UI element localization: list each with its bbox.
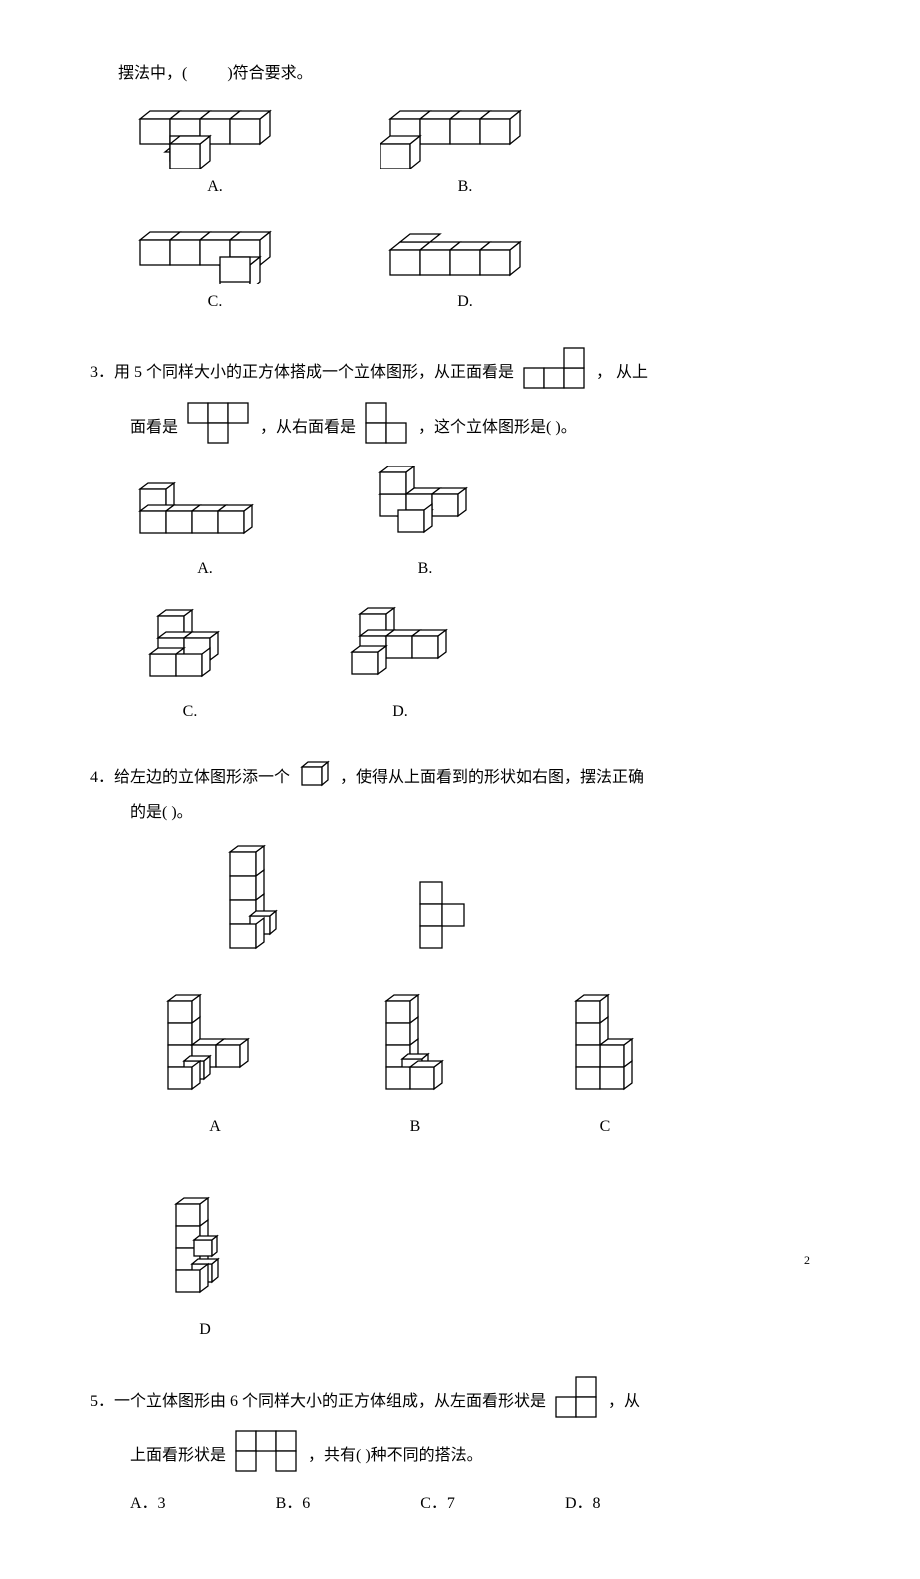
q4-num: 4． [90, 769, 114, 786]
q3-option-c: C. [130, 604, 250, 727]
q2-options-row1: A. B. [130, 99, 830, 212]
q3-optA-label: A. [197, 555, 213, 584]
cube-figure-icon [130, 604, 250, 694]
q5-num: 5． [90, 1393, 114, 1410]
q2-optB-label: B. [458, 173, 473, 202]
q2-suffix: )符合要求。 [227, 65, 312, 82]
q4-text1: 给左边的立体图形添一个 [114, 769, 290, 786]
q5-text2: ，从 [608, 1393, 640, 1410]
cube-figure-icon [130, 99, 300, 169]
question-5: 5．一个立体图形由 6 个同样大小的正方体组成，从左面看形状是 ，从 上面看形状… [90, 1375, 830, 1519]
cube-figure-icon [130, 222, 300, 284]
q5-options: A．3 B．6 C．7 D．8 [130, 1490, 830, 1519]
top-view-icon [234, 1429, 300, 1484]
question-3: 3．用 5 个同样大小的正方体搭成一个立体图形，从正面看是 ， 从上 面看是 ，… [90, 346, 830, 736]
q4-given-row [210, 838, 830, 979]
question-2-cont: 摆法中，( )符合要求。 A. [90, 60, 830, 326]
q3-text1: 用 5 个同样大小的正方体搭成一个立体图形，从正面看是 [114, 364, 514, 381]
q3-num: 3． [90, 364, 114, 381]
q4-option-b: B [360, 989, 470, 1142]
q3-text3: 面看是 [130, 419, 178, 436]
q3-options-row1: A. B. [130, 466, 830, 594]
right-view-icon [364, 401, 410, 456]
cube-figure-icon [360, 466, 490, 551]
front-view-icon [522, 346, 588, 401]
q3-optB-label: B. [418, 555, 433, 584]
q4-option-d: D [150, 1192, 260, 1345]
q4-optB-label: B [410, 1113, 421, 1142]
q5-optC: C．7 [420, 1490, 455, 1519]
q5-optB: B．6 [276, 1490, 311, 1519]
q3-option-a: A. [130, 471, 280, 584]
q3-option-b: B. [360, 466, 490, 584]
q3-text4: ，从右面看是 [260, 419, 356, 436]
q5-optA: A．3 [130, 1490, 166, 1519]
q3-optD-label: D. [392, 698, 408, 727]
cube-figure-icon [380, 99, 550, 169]
q3-optC-label: C. [183, 698, 198, 727]
q5-text3: 上面看形状是 [130, 1447, 226, 1464]
left-view-icon [554, 1375, 600, 1430]
q4-optA-label: A [209, 1113, 221, 1142]
q2-option-d: D. [380, 222, 550, 317]
q5-text1: 一个立体图形由 6 个同样大小的正方体组成，从左面看形状是 [114, 1393, 546, 1410]
cube-figure-icon [550, 989, 660, 1109]
q3-option-d: D. [330, 604, 470, 727]
q2-options-row2: C. D. [130, 222, 830, 327]
cube-figure-icon [380, 222, 550, 284]
cube-figure-icon [150, 1192, 260, 1312]
q2-optA-label: A. [207, 173, 223, 202]
q2-prefix: 摆法中，( [118, 65, 187, 82]
cube-figure-icon [360, 989, 470, 1109]
q2-option-a: A. [130, 99, 300, 202]
q3-text5: ，这个立体图形是( )。 [418, 419, 577, 436]
page-number: 2 [804, 1250, 810, 1272]
q4-given-3d-icon [210, 838, 320, 979]
q2-option-c: C. [130, 222, 300, 317]
q2-optC-label: C. [208, 288, 223, 317]
q4-given-topview-icon [410, 878, 480, 979]
q4-text2: ，使得从上面看到的形状如右图，摆法正确 [340, 769, 644, 786]
q4-option-a: A [150, 989, 280, 1142]
q4-options-row: A B C [150, 989, 830, 1355]
cube-figure-icon [330, 604, 470, 694]
q4-option-c: C [550, 989, 660, 1142]
single-cube-icon [298, 757, 332, 800]
q2-optD-label: D. [457, 288, 473, 317]
top-view-icon [186, 401, 252, 456]
q5-text4: ，共有( )种不同的搭法。 [308, 1447, 483, 1464]
q4-optC-label: C [600, 1113, 611, 1142]
cube-figure-icon [150, 989, 280, 1109]
cube-figure-icon [130, 471, 280, 551]
q4-text3: 的是( )。 [130, 804, 193, 821]
q5-optD: D．8 [565, 1490, 601, 1519]
q4-optD-label: D [199, 1316, 211, 1345]
q3-options-row2: C. D. [130, 604, 830, 737]
q3-text2: ， 从上 [596, 364, 648, 381]
q2-option-b: B. [380, 99, 550, 202]
question-4: 4．给左边的立体图形添一个 ，使得从上面看到的形状如右图，摆法正确 的是( )。 [90, 757, 830, 1355]
